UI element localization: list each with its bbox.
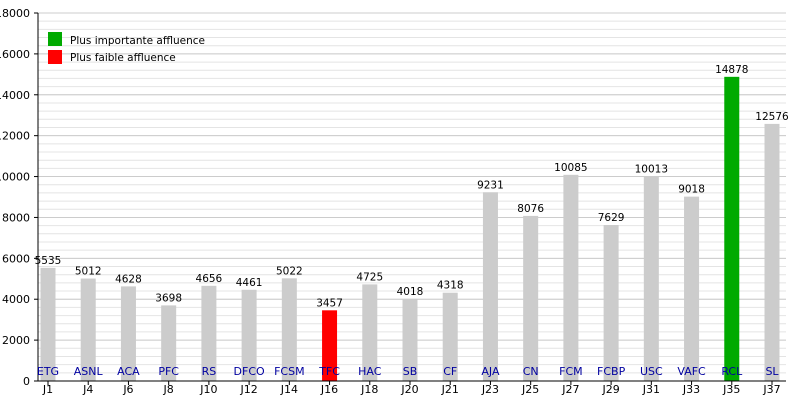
x-tick-label: J21	[441, 383, 459, 396]
y-tick-label: 0	[23, 375, 30, 388]
club-label: PFC	[158, 365, 179, 378]
x-tick-label: J10	[199, 383, 217, 396]
club-label: VAFC	[677, 365, 706, 378]
bar-j25	[523, 215, 539, 381]
data-label: 12576	[755, 111, 789, 123]
club-label: TFC	[318, 365, 340, 378]
data-label: 9231	[477, 179, 504, 191]
bar-j31	[643, 176, 659, 381]
bar-j21	[442, 292, 458, 381]
x-tick-label: J14	[280, 383, 298, 396]
x-tick-label: J31	[642, 383, 660, 396]
bar-j27	[563, 174, 579, 381]
bar-j1	[40, 267, 56, 381]
data-label: 14878	[715, 64, 748, 76]
x-tick-label: J6	[122, 383, 133, 396]
y-tick-label: 6000	[2, 252, 30, 265]
club-label: FCSM	[274, 365, 304, 378]
bar-j14	[281, 278, 297, 381]
x-tick-label: J25	[521, 383, 539, 396]
x-tick-label: J37	[762, 383, 780, 396]
x-tick-label: J12	[239, 383, 257, 396]
club-label: FCM	[559, 365, 583, 378]
club-label: CF	[443, 365, 457, 378]
bar-j12	[241, 289, 257, 381]
x-tick-label: J27	[561, 383, 579, 396]
x-tick-label: J20	[400, 383, 418, 396]
y-tick-label: 18000	[0, 7, 30, 20]
club-label: HAC	[358, 365, 382, 378]
data-label: 5535	[35, 255, 62, 267]
club-label: SB	[403, 365, 418, 378]
data-label: 4461	[236, 277, 263, 289]
data-label: 10013	[635, 163, 668, 175]
labels: 0 2000 4000 6000 8000 10000 12000 14000 16000 180…	[0, 7, 789, 396]
bar-j16	[322, 310, 338, 381]
data-label: 7629	[598, 212, 625, 224]
y-tick-label: 2000	[2, 334, 30, 347]
x-tick-label: J16	[320, 383, 338, 396]
x-tick-label: J4	[82, 383, 93, 396]
y-tick-label: 10000	[0, 171, 30, 184]
y-tick-label: 8000	[2, 211, 30, 224]
x-tick-label: J1	[42, 383, 53, 396]
bar-j23	[482, 192, 498, 381]
data-label: 8076	[517, 203, 544, 215]
bar-j33	[684, 196, 700, 381]
data-label: 4656	[196, 273, 223, 285]
bar-j20	[402, 298, 418, 381]
bar-j35	[724, 76, 740, 382]
bars	[40, 76, 780, 382]
bar-j29	[603, 225, 619, 381]
bar-j18	[362, 284, 378, 381]
data-label: 4628	[115, 273, 142, 285]
legend-label-max: Plus importante affluence	[70, 35, 205, 47]
data-label: 3457	[316, 297, 343, 309]
y-tick-label: 14000	[0, 89, 30, 102]
y-tick-label: 16000	[0, 48, 30, 61]
legend: Plus importante affluence Plus faible af…	[48, 32, 205, 64]
x-tick-label: J35	[722, 383, 740, 396]
x-tick-label: J18	[360, 383, 378, 396]
club-label: ACA	[117, 365, 140, 378]
club-label: ETG	[37, 365, 59, 378]
club-label: RS	[202, 365, 217, 378]
club-label: ASNL	[74, 365, 104, 378]
club-label: RCL	[721, 365, 743, 378]
club-label: SL	[765, 365, 779, 378]
club-label: DFCO	[234, 365, 265, 378]
axes	[34, 12, 786, 385]
data-label: 4318	[437, 280, 464, 292]
club-label: FCBP	[597, 365, 626, 378]
data-label: 5012	[75, 266, 102, 278]
bar-j37	[764, 123, 780, 382]
data-label: 4018	[397, 286, 424, 298]
x-tick-label: J8	[163, 383, 174, 396]
legend-label-min: Plus faible affluence	[70, 52, 176, 64]
x-tick-label: J33	[682, 383, 700, 396]
y-tick-label: 12000	[0, 130, 30, 143]
data-label: 5022	[276, 265, 303, 277]
data-label: 4725	[356, 271, 383, 283]
data-label: 3698	[155, 292, 182, 304]
data-label: 10085	[554, 162, 587, 174]
club-label: USC	[640, 365, 663, 378]
bar-j4	[80, 278, 96, 381]
club-label: CN	[523, 365, 539, 378]
x-tick-label: J23	[481, 383, 499, 396]
club-label: AJA	[481, 365, 500, 378]
bar-j8	[161, 305, 177, 381]
bar-j10	[201, 285, 217, 381]
data-label: 9018	[678, 184, 705, 196]
x-tick-label: J29	[601, 383, 619, 396]
legend-swatch-max	[48, 32, 62, 46]
bar-j6	[120, 286, 136, 381]
y-tick-label: 4000	[2, 293, 30, 306]
legend-swatch-min	[48, 50, 62, 64]
